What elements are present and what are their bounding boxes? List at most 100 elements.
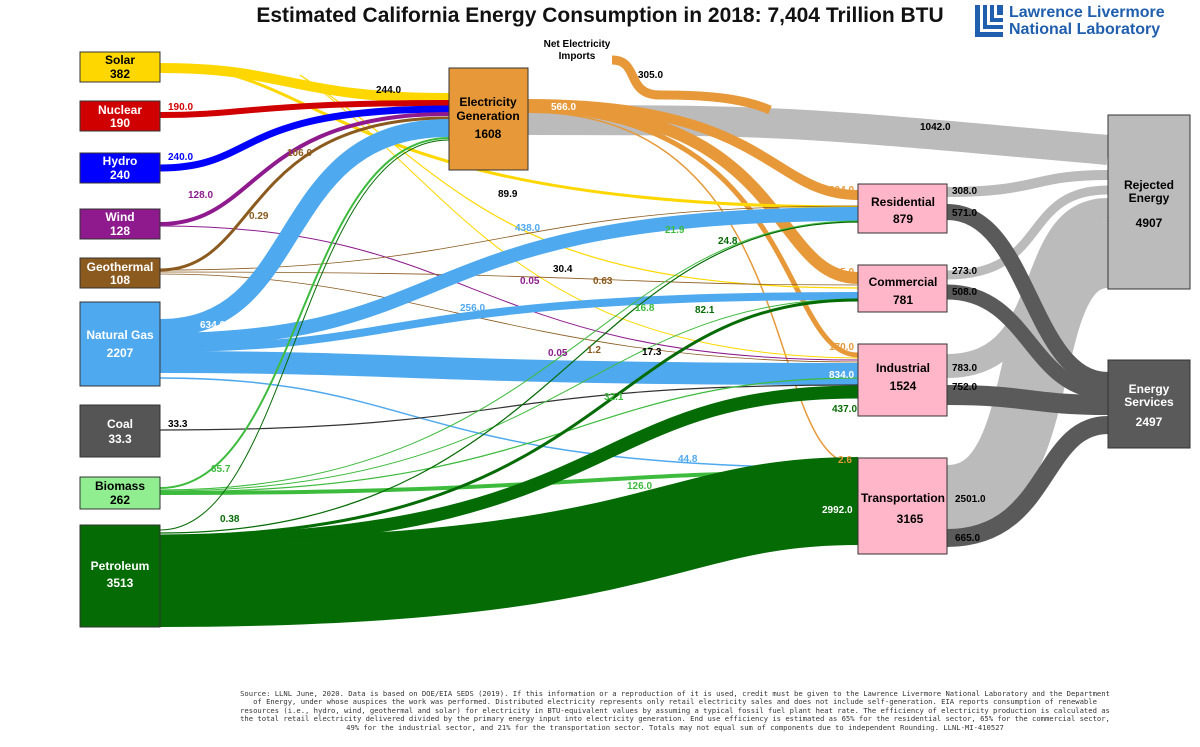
transportation-name: Transportation bbox=[861, 491, 945, 505]
label-geo-com: 0.63 bbox=[593, 276, 613, 287]
imports-label-2: Imports bbox=[559, 51, 596, 62]
label-wind-ind: 0.05 bbox=[548, 348, 568, 359]
label-gas-trans: 44.8 bbox=[678, 454, 698, 465]
commercial-name: Commercial bbox=[869, 275, 938, 289]
flow-hydro-elec bbox=[159, 105, 450, 172]
label-elec-out: 566.0 bbox=[551, 102, 576, 113]
coal-value: 33.3 bbox=[108, 432, 132, 446]
flow-coal-ind bbox=[159, 384, 859, 431]
geothermal-name: Geothermal bbox=[87, 260, 154, 274]
flow-trans-rejected bbox=[943, 222, 1112, 531]
rejected-value: 4907 bbox=[1136, 216, 1163, 230]
label-res-rej: 308.0 bbox=[952, 186, 977, 197]
services-name-1: Energy bbox=[1129, 382, 1170, 396]
llnl-logo-icon bbox=[975, 5, 1003, 37]
flow-gas-trans bbox=[159, 377, 859, 469]
solar-name: Solar bbox=[105, 53, 135, 67]
natural-gas-box bbox=[79, 301, 161, 387]
label-bio-res: 21.9 bbox=[665, 225, 685, 236]
label-pet-elec: 0.38 bbox=[220, 514, 240, 525]
hydro-name: Hydro bbox=[103, 154, 138, 168]
coal-name: Coal bbox=[107, 417, 133, 431]
label-imports: 305.0 bbox=[638, 70, 663, 81]
flow-geo-res bbox=[159, 205, 859, 271]
label-wind-com: 0.05 bbox=[520, 276, 540, 287]
label-geo-elec: 106.0 bbox=[287, 148, 312, 159]
flow-pet-ind bbox=[159, 385, 859, 548]
source-note: Source: LLNL June, 2020. Data is based o… bbox=[240, 689, 1110, 732]
flow-res-rejected bbox=[946, 170, 1109, 197]
label-geo-ind: 1.2 bbox=[587, 345, 601, 356]
flow-solar-elec bbox=[159, 63, 450, 103]
commercial-value: 781 bbox=[893, 293, 913, 307]
label-pet-com: 82.1 bbox=[695, 305, 715, 316]
electricity-generation-box bbox=[448, 67, 529, 171]
nuclear-box bbox=[79, 100, 161, 132]
nuclear-name: Nuclear bbox=[98, 103, 142, 117]
energy-services-box bbox=[1107, 359, 1191, 449]
wind-name: Wind bbox=[105, 210, 134, 224]
flow-elec-trans bbox=[527, 111, 859, 466]
sector-boxes bbox=[857, 183, 948, 555]
coal-box bbox=[79, 404, 161, 458]
label-pet-ind: 437.0 bbox=[832, 404, 857, 415]
label-hydro-elec: 240.0 bbox=[168, 152, 193, 163]
nuclear-value: 190 bbox=[110, 116, 130, 130]
industrial-box bbox=[857, 343, 948, 417]
electricity-name-2: Generation bbox=[456, 109, 519, 123]
label-ind-serv: 752.0 bbox=[952, 382, 977, 393]
rejected-name-1: Rejected bbox=[1124, 178, 1174, 192]
imports-label-1: Net Electricity bbox=[544, 39, 611, 50]
geothermal-value: 108 bbox=[110, 273, 130, 287]
label-solar-ind: 17.3 bbox=[642, 347, 662, 358]
label-trans-serv: 665.0 bbox=[955, 533, 980, 544]
petroleum-value: 3513 bbox=[107, 576, 134, 590]
label-bio-trans: 126.0 bbox=[627, 481, 652, 492]
label-com-rej: 273.0 bbox=[952, 266, 977, 277]
label-gas-res: 438.0 bbox=[515, 223, 540, 234]
label-wind-elec: 128.0 bbox=[188, 190, 213, 201]
label-solar-elec: 244.0 bbox=[376, 85, 401, 96]
label-nuclear-elec: 190.0 bbox=[168, 102, 193, 113]
services-value: 2497 bbox=[1136, 415, 1163, 429]
label-gas-ind: 834.0 bbox=[829, 370, 854, 381]
biomass-name: Biomass bbox=[95, 479, 145, 493]
label-res-serv: 571.0 bbox=[952, 208, 977, 219]
logo-line-1: Lawrence Livermore bbox=[1009, 4, 1165, 21]
label-bio-elec: 65.7 bbox=[211, 464, 231, 475]
flow-com-rejected bbox=[946, 185, 1109, 280]
geothermal-box bbox=[79, 257, 161, 289]
flow-imports bbox=[611, 55, 772, 115]
label-coal-ind: 33.3 bbox=[168, 419, 188, 430]
flow-nuclear-elec bbox=[159, 100, 450, 118]
label-elec-ind: 170.0 bbox=[829, 342, 854, 353]
label-geo-res: 0.29 bbox=[249, 211, 269, 222]
label-elec-com: 395.0 bbox=[829, 267, 854, 278]
label-elec-rejected: 1042.0 bbox=[920, 122, 951, 133]
flow-gas-res bbox=[159, 207, 859, 347]
wind-value: 128 bbox=[110, 224, 130, 238]
flow-pet-trans bbox=[159, 457, 859, 627]
industrial-name: Industrial bbox=[876, 361, 930, 375]
petroleum-name: Petroleum bbox=[91, 559, 150, 573]
label-gas-elec: 634.0 bbox=[200, 320, 225, 331]
flow-elec-rejected bbox=[527, 105, 1110, 165]
flow-ind-services bbox=[946, 385, 1109, 415]
page-title: Estimated California Energy Consumption … bbox=[256, 4, 944, 27]
flow-pet-res bbox=[159, 221, 859, 534]
solar-value: 382 bbox=[110, 67, 130, 81]
services-name-2: Services bbox=[1124, 395, 1174, 409]
label-solar-com: 30.4 bbox=[553, 264, 573, 275]
natural-gas-value: 2207 bbox=[107, 346, 134, 360]
flow-elec-com bbox=[527, 101, 859, 284]
electricity-value: 1608 bbox=[475, 127, 502, 141]
hydro-box bbox=[79, 152, 161, 184]
residential-name: Residential bbox=[871, 195, 935, 209]
flow-wind-elec bbox=[159, 112, 450, 226]
label-trans-rej: 2501.0 bbox=[955, 494, 986, 505]
flow-elec-ind bbox=[527, 107, 859, 358]
label-elec-trans: 2.6 bbox=[838, 455, 852, 466]
llnl-logo: Lawrence Livermore National Laboratory bbox=[975, 4, 1195, 40]
flow-solar-com bbox=[299, 74, 859, 289]
